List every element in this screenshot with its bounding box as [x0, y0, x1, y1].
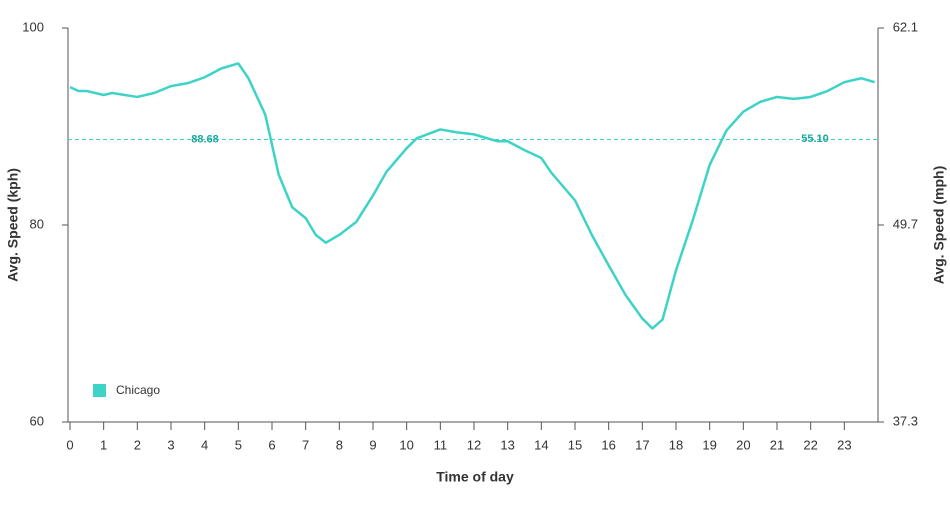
x-tick-label: 12 — [467, 437, 481, 452]
reference-label: 55.10 — [801, 133, 829, 145]
y-tick-label: 80 — [30, 216, 44, 231]
x-tick-label: 6 — [268, 437, 275, 452]
x-tick-label: 9 — [369, 437, 376, 452]
x-tick-label: 11 — [434, 437, 448, 452]
x-tick-label: 2 — [134, 437, 141, 452]
y2-tick-label: 49.7 — [893, 216, 918, 231]
x-tick-label: 16 — [601, 437, 615, 452]
y-axis-label: Avg. Speed (kph) — [5, 168, 21, 282]
x-tick-label: 5 — [235, 437, 242, 452]
x-tick-label: 13 — [500, 437, 514, 452]
x-tick-label: 4 — [201, 437, 208, 452]
x-tick-label: 23 — [837, 437, 851, 452]
x-tick-label: 10 — [399, 437, 413, 452]
line-series — [69, 62, 875, 330]
reference-label: 88.68 — [191, 133, 219, 145]
x-tick-label: 22 — [803, 437, 817, 452]
x-tick-label: 3 — [167, 437, 174, 452]
y-tick-label: 100 — [22, 19, 44, 34]
x-tick-label: 17 — [635, 437, 649, 452]
x-tick-label: 19 — [702, 437, 716, 452]
x-tick-label: 15 — [568, 437, 582, 452]
x-tick-label: 7 — [302, 437, 309, 452]
legend-label: Chicago — [116, 383, 160, 397]
x-tick-label: 20 — [736, 437, 750, 452]
x-tick-label: 21 — [770, 437, 784, 452]
x-tick-label: 14 — [534, 437, 548, 452]
y2-tick-label: 37.3 — [893, 413, 918, 428]
x-tick-label: 0 — [66, 437, 73, 452]
x-tick-label: 18 — [669, 437, 683, 452]
x-tick-label: 8 — [336, 437, 343, 452]
y2-axis-label: Avg. Speed (mph) — [931, 166, 947, 285]
x-axis-label: Time of day — [436, 469, 514, 485]
legend-swatch — [93, 384, 106, 397]
y2-tick-label: 62.1 — [893, 19, 918, 34]
y-tick-label: 60 — [30, 413, 44, 428]
x-tick-label: 1 — [100, 437, 107, 452]
